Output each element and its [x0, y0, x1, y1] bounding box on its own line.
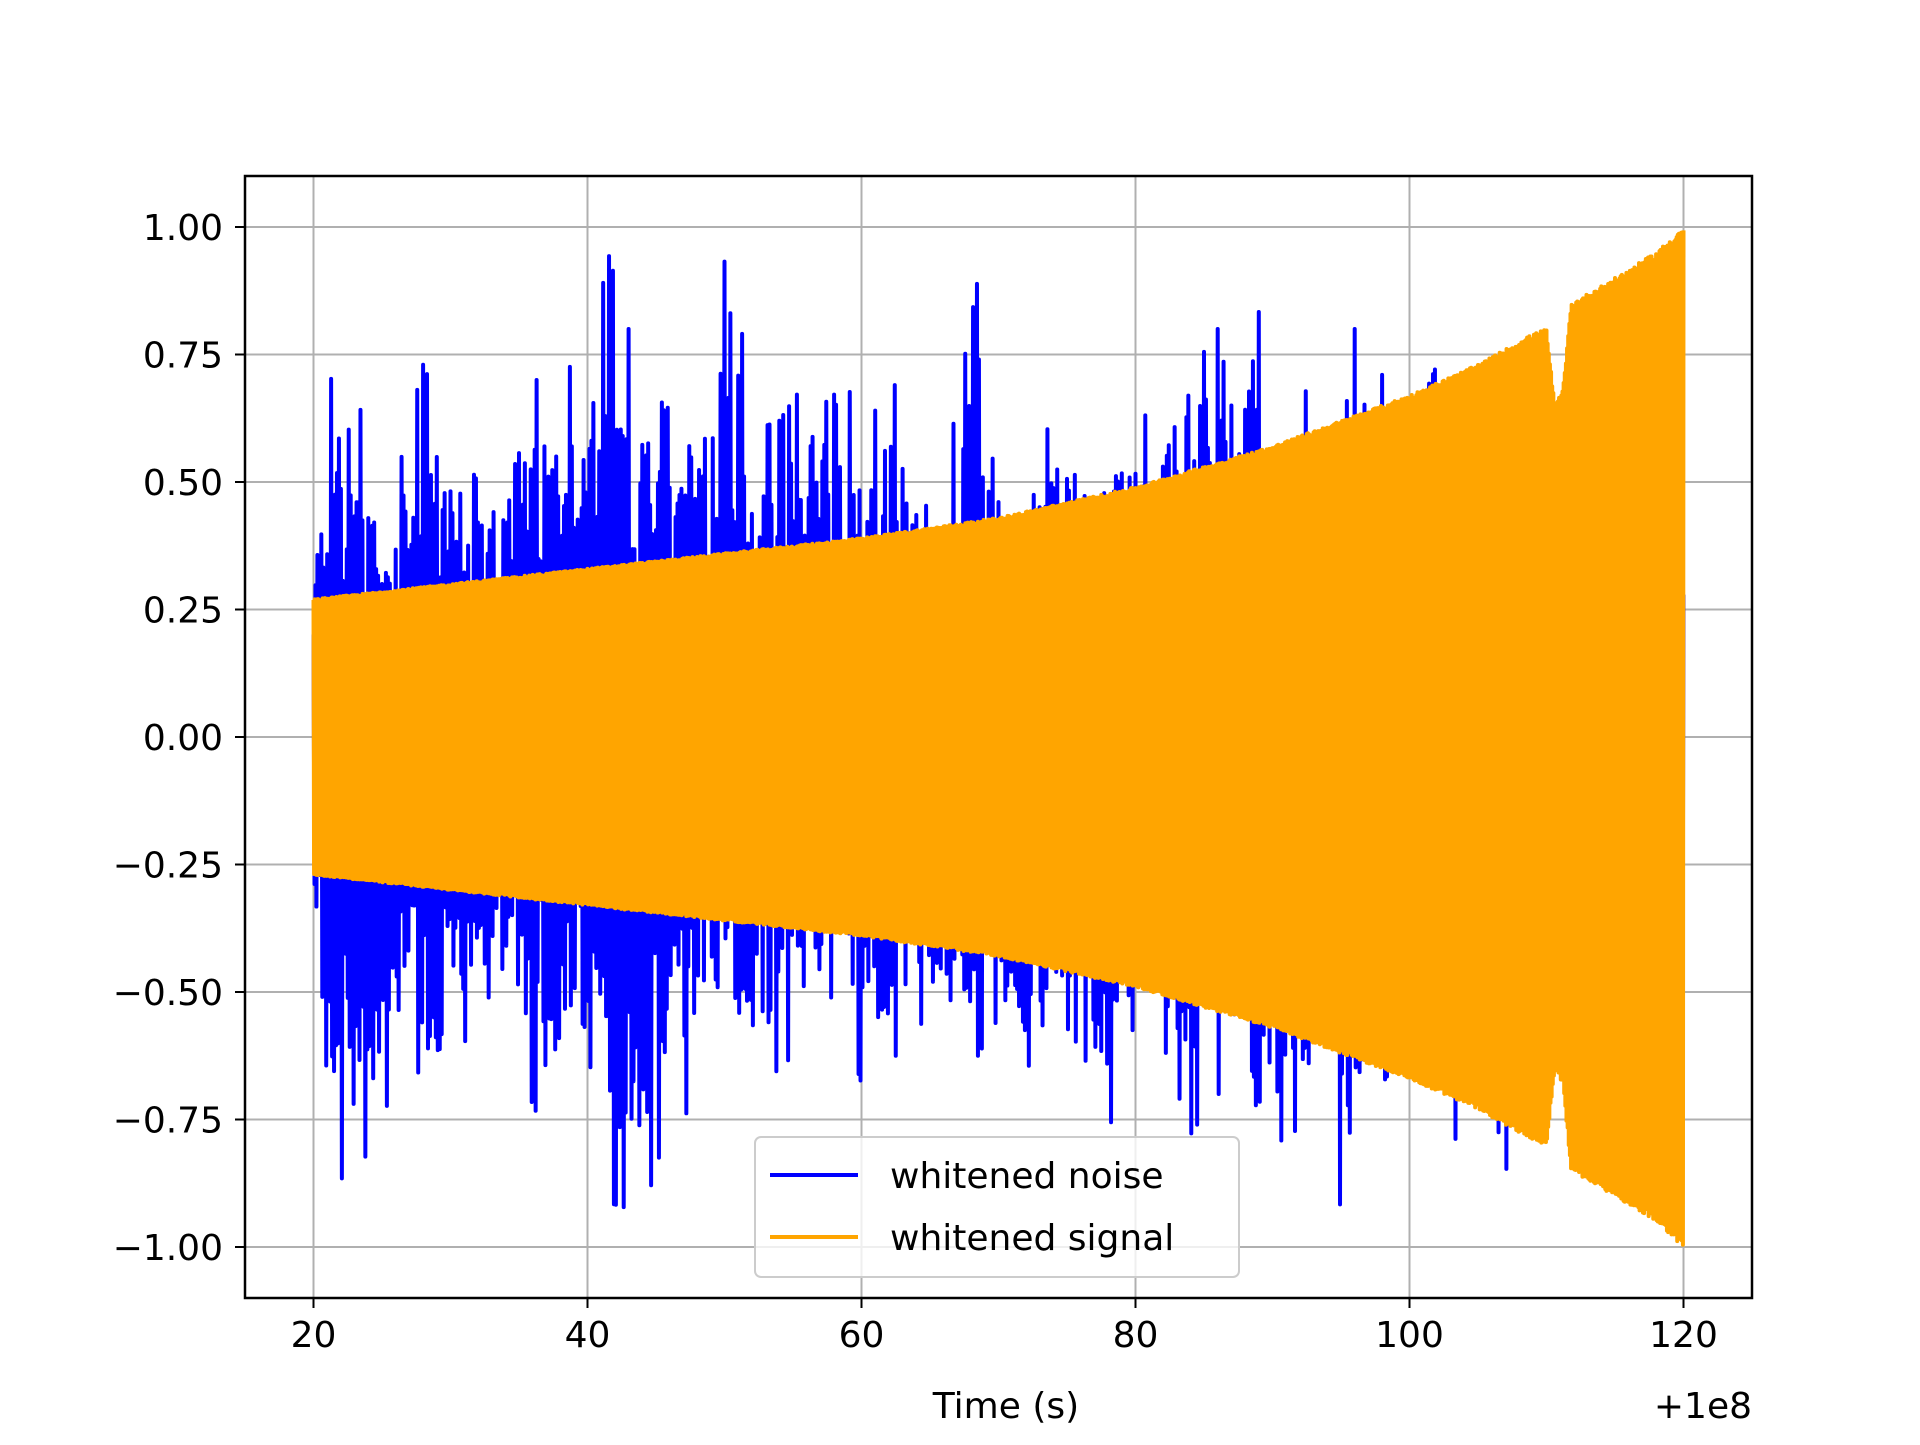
x-tick-label: 60 [839, 1315, 885, 1356]
series-line-whitened-signal [311, 230, 1686, 1247]
x-offset-label: +1e8 [1654, 1386, 1752, 1427]
x-tick-label: 100 [1375, 1315, 1444, 1356]
y-tick-label: −0.25 [113, 846, 223, 887]
x-tick-label: 80 [1113, 1315, 1159, 1356]
legend-box [754, 1136, 1240, 1278]
y-tick-label: 0.50 [143, 463, 223, 504]
x-axis-title: Time (s) [932, 1386, 1079, 1427]
series-layer [311, 230, 1686, 1247]
y-tick-label: −1.00 [113, 1228, 223, 1269]
x-tick-label: 40 [565, 1315, 611, 1356]
x-tick-label: 120 [1649, 1315, 1718, 1356]
y-tick-label: −0.75 [113, 1101, 223, 1142]
y-tick-label: 0.75 [143, 336, 223, 377]
legend-label-signal: whitened signal [890, 1218, 1174, 1259]
y-tick-label: 0.00 [143, 718, 223, 759]
x-tick-label: 20 [291, 1315, 337, 1356]
legend-label-noise: whitened noise [890, 1156, 1164, 1197]
y-tick-label: 0.25 [143, 591, 223, 632]
y-tick-label: 1.00 [143, 208, 223, 249]
legend: whitened noise whitened signal [754, 1136, 1240, 1278]
y-tick-label: −0.50 [113, 973, 223, 1014]
ticks-layer: 20 40 60 80 100 120 1.00 0.75 0.50 0.25 0.00 −0.25 −… [113, 208, 1718, 1356]
